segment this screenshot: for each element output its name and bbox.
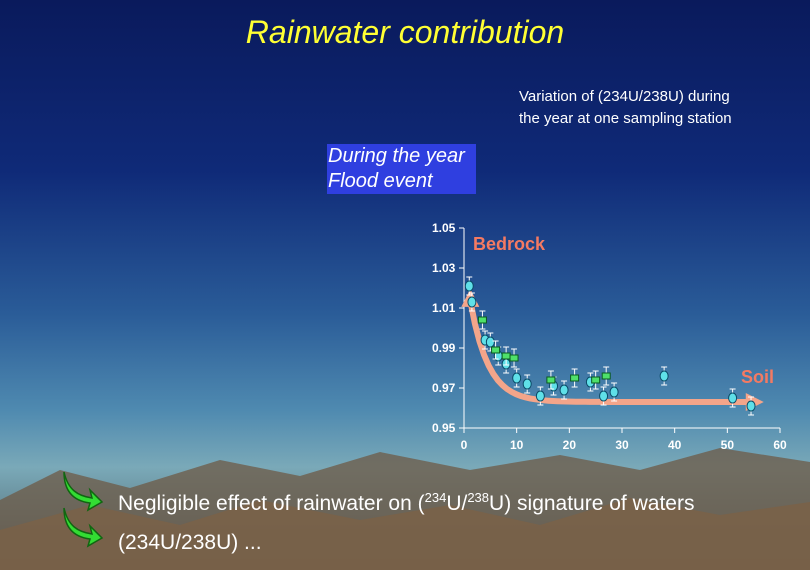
data-point-flood (601, 372, 611, 380)
bullet-list: Negligible effect of rainwater on (234U/… (118, 484, 778, 556)
data-point-year (609, 386, 619, 398)
data-point-year (559, 384, 569, 396)
data-point-flood (477, 316, 487, 324)
y-tick-label: 0.95 (432, 421, 456, 435)
legend-flood: Flood event (328, 170, 433, 192)
soil-label: Soil (741, 367, 774, 387)
data-point-year (512, 372, 522, 384)
data-point-flood (501, 352, 511, 360)
legend: During the year Flood event (328, 144, 468, 194)
data-point-year (535, 390, 545, 402)
data-point-flood (591, 376, 601, 384)
bullet-text: Negligible effect of rainwater on ( (118, 492, 425, 515)
x-tick-label: 30 (615, 438, 629, 452)
isotope-superscript: 238 (467, 490, 490, 505)
legend-year: During the year (328, 145, 465, 167)
bedrock-label: Bedrock (473, 234, 546, 254)
bullet-item-2-partial: (234U/238U) ... (118, 531, 262, 554)
data-point-year (485, 336, 495, 348)
x-tick-label: 60 (773, 438, 787, 452)
x-tick-label: 0 (461, 438, 468, 452)
y-tick-label: 1.01 (432, 301, 456, 315)
bullet-arrows (63, 471, 104, 548)
chart-axes: 1.05 1.03 1.01 0.99 0.97 0.95 0 10 20 30 40 50 60 (432, 221, 787, 452)
x-tick-label: 40 (668, 438, 682, 452)
chart-caption: Variation of (234U/238U) during the year… (519, 86, 789, 130)
data-points (464, 276, 756, 416)
data-point-flood (491, 346, 501, 354)
data-point-year (599, 390, 609, 402)
data-point-flood (509, 354, 519, 362)
data-point-flood (546, 376, 556, 384)
x-tick-label: 50 (721, 438, 735, 452)
data-point-year (728, 392, 738, 404)
trend-curve (467, 297, 749, 405)
x-tick-label: 10 (510, 438, 524, 452)
year-legend-highlight (327, 144, 476, 194)
y-tick-label: 0.99 (432, 341, 456, 355)
data-point-year (659, 370, 669, 382)
bullet-text: U) signature of waters (489, 492, 695, 515)
caption-line-1: Variation of (234U/238U) during (519, 88, 730, 105)
data-point-flood (570, 374, 580, 382)
data-point-year (746, 400, 756, 412)
x-tick-label: 20 (563, 438, 577, 452)
data-point-year (464, 280, 474, 292)
bullet-arrow-icon (63, 507, 104, 548)
y-tick-label: 0.97 (432, 381, 456, 395)
data-point-year (522, 378, 532, 390)
bullet-arrow-icon (63, 471, 104, 512)
bullet-text: U/ (446, 492, 468, 515)
y-tick-label: 1.03 (432, 261, 456, 275)
data-point-year (467, 296, 477, 308)
slide-title: Rainwater contribution (245, 14, 565, 50)
bullet-item-1: Negligible effect of rainwater on (234U/… (118, 484, 778, 517)
isotope-superscript: 234 (424, 490, 447, 505)
y-tick-label: 1.05 (432, 221, 456, 235)
caption-line-2: the year at one sampling station (519, 110, 732, 127)
